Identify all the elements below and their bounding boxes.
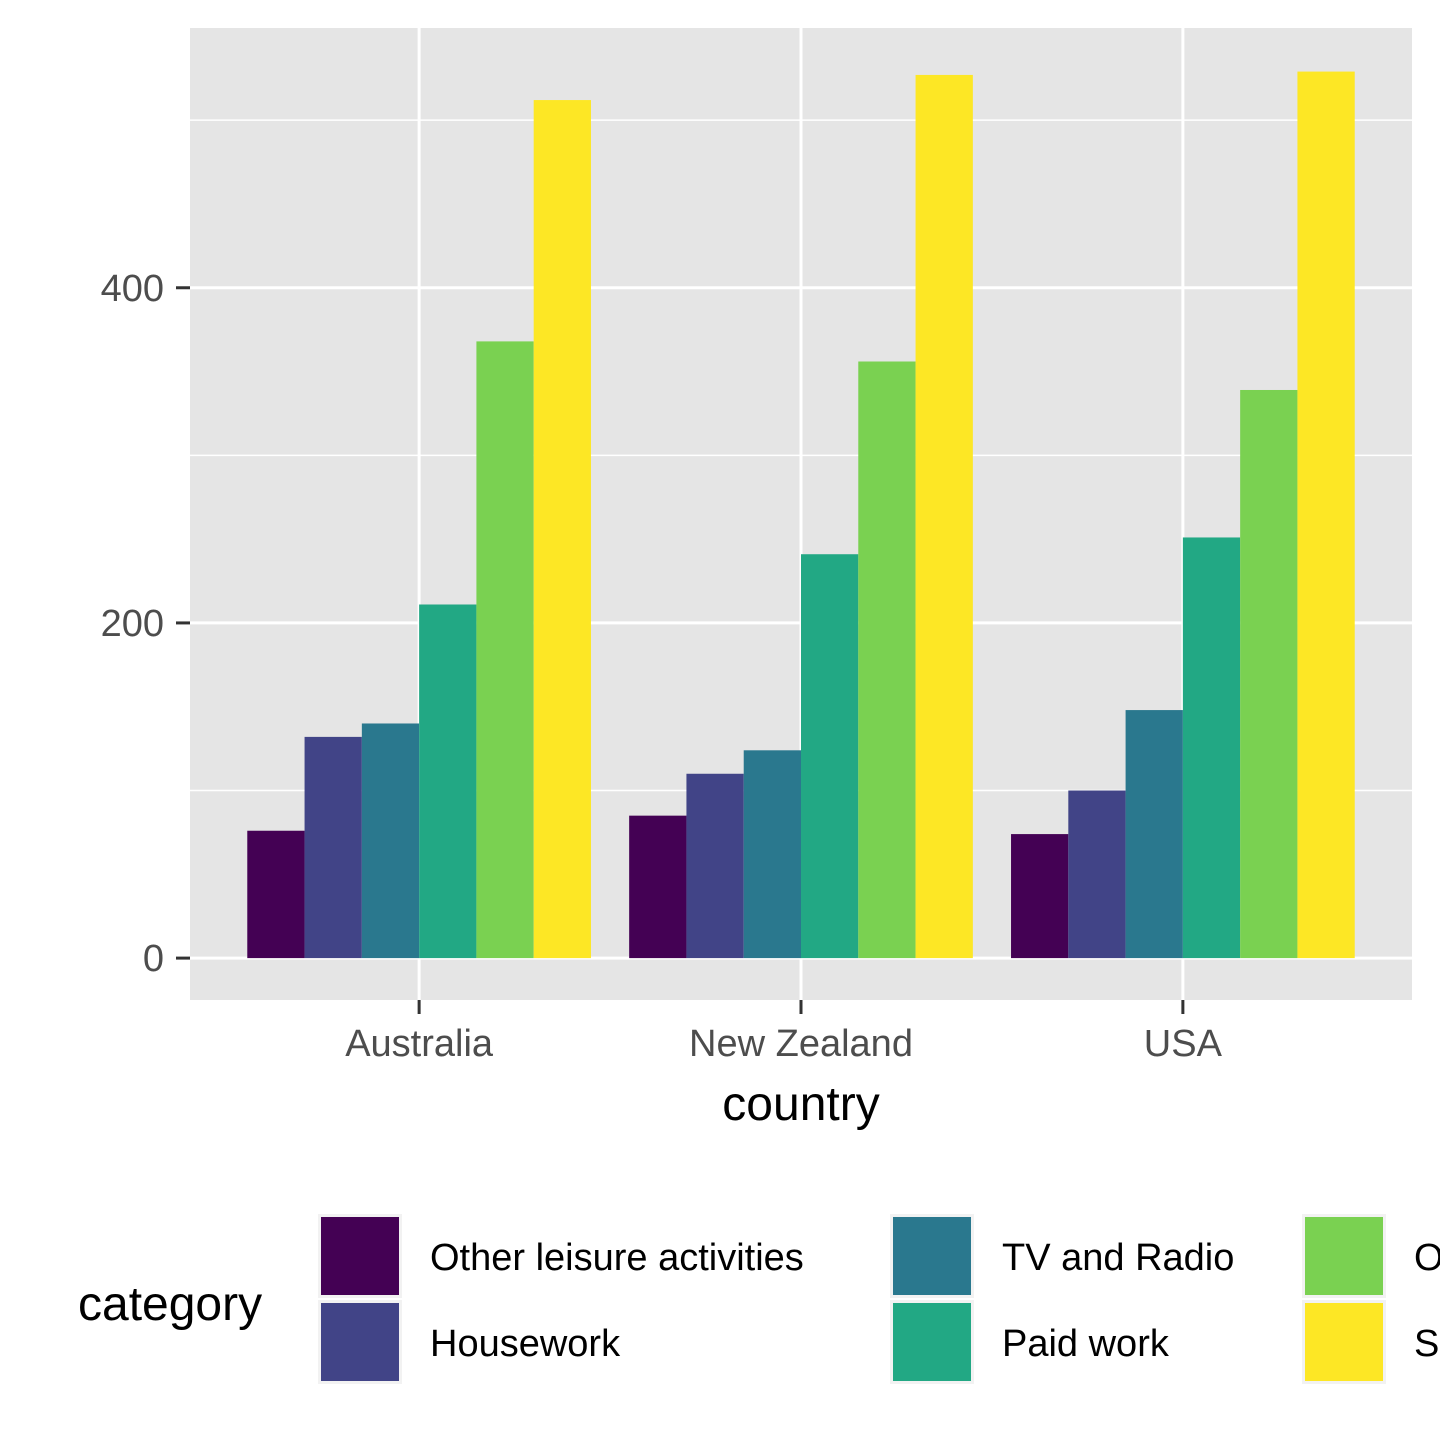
- bar-1-2: [743, 750, 801, 959]
- bar-1-5: [915, 74, 973, 959]
- bar-2-4: [1240, 389, 1298, 959]
- legend-label-4: Other: [1414, 1237, 1440, 1279]
- x-axis: Australia New Zealand USA: [345, 1000, 1223, 1065]
- legend-key-3: [893, 1303, 971, 1381]
- legend-label-1: Housework: [430, 1323, 621, 1365]
- legend-label-0: Other leisure activities: [430, 1237, 804, 1279]
- y-tick-label-0: 0: [143, 938, 164, 980]
- y-axis: 0 200 400: [101, 268, 190, 980]
- legend-key-0: [321, 1217, 399, 1295]
- legend: category Other leisure activities Housewor…: [78, 1214, 1440, 1384]
- bar-0-3: [419, 604, 477, 959]
- legend-key-2: [893, 1217, 971, 1295]
- bar-2-1: [1068, 790, 1126, 959]
- legend-title: category: [78, 1278, 262, 1331]
- legend-label-5: Sleep: [1414, 1323, 1440, 1365]
- legend-label-2: TV and Radio: [1002, 1237, 1234, 1279]
- bar-1-0: [629, 815, 687, 959]
- bar-1-4: [858, 361, 916, 959]
- legend-label-3: Paid work: [1002, 1323, 1170, 1365]
- legend-key-4: [1305, 1217, 1383, 1295]
- x-tick-label-0: Australia: [345, 1023, 494, 1065]
- bar-2-5: [1297, 71, 1355, 959]
- legend-key-5: [1305, 1303, 1383, 1381]
- y-tick-label-2: 400: [101, 268, 164, 310]
- bar-2-0: [1011, 834, 1069, 959]
- bar-0-5: [533, 100, 591, 959]
- bar-1-3: [801, 554, 859, 959]
- bar-0-4: [476, 341, 534, 959]
- bar-2-3: [1182, 537, 1241, 959]
- bars: [247, 71, 1355, 959]
- bar-0-1: [304, 736, 362, 959]
- bar-0-0: [247, 830, 305, 959]
- legend-key-1: [321, 1303, 399, 1381]
- x-tick-label-2: USA: [1144, 1023, 1223, 1065]
- bar-0-2: [361, 723, 420, 959]
- x-tick-label-1: New Zealand: [689, 1023, 913, 1065]
- bar-1-1: [686, 773, 744, 959]
- y-tick-label-1: 200: [101, 603, 164, 645]
- bar-2-2: [1125, 710, 1183, 959]
- x-axis-title: country: [722, 1078, 879, 1131]
